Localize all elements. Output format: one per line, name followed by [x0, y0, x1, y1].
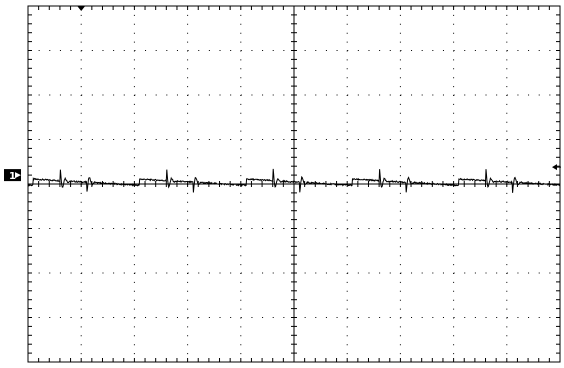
channel-1-label: 1 [9, 171, 16, 182]
graticule [27, 5, 561, 363]
channel-1-arrow-icon [15, 172, 21, 179]
waveform-trace-group [27, 168, 561, 193]
markers: 1 [4, 6, 561, 182]
channel-1-marker [4, 169, 21, 182]
trigger-position-icon [77, 6, 86, 11]
waveform-trace [27, 168, 561, 193]
trigger-level-icon [552, 164, 557, 171]
